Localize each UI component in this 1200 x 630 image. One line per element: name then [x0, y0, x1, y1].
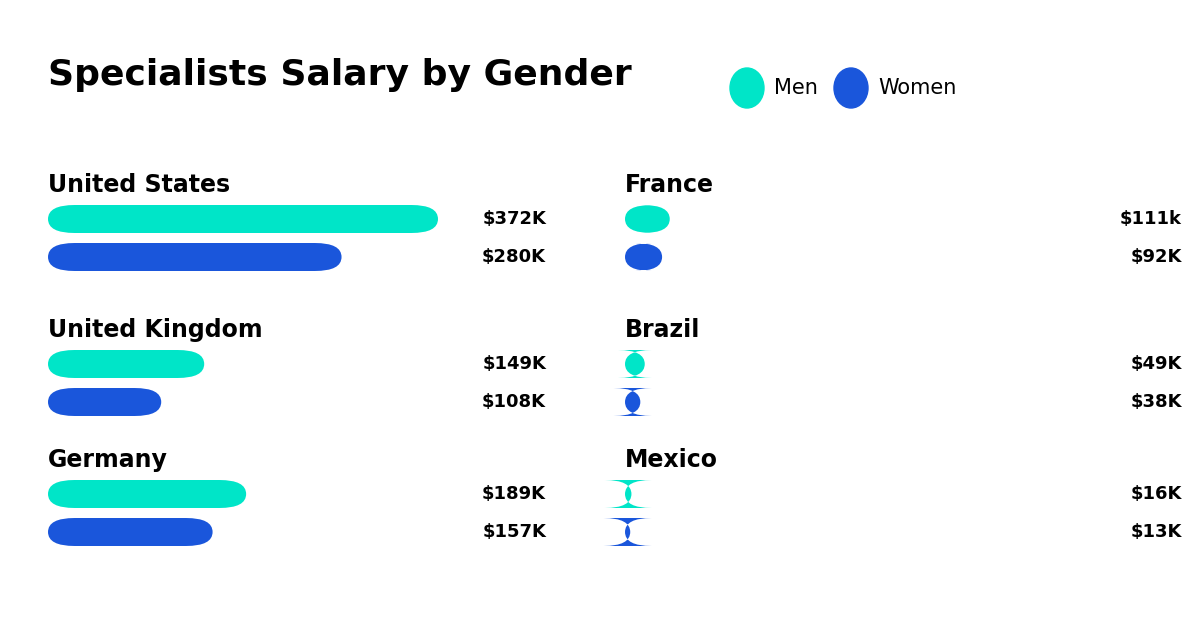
Text: $13K: $13K	[1130, 523, 1182, 541]
FancyBboxPatch shape	[48, 205, 438, 233]
Text: $16K: $16K	[1130, 485, 1182, 503]
Text: $108K: $108K	[482, 393, 546, 411]
FancyBboxPatch shape	[625, 205, 670, 233]
FancyBboxPatch shape	[618, 350, 652, 378]
Text: Specialists Salary by Gender: Specialists Salary by Gender	[48, 58, 631, 92]
Text: United States: United States	[48, 173, 230, 197]
Text: United Kingdom: United Kingdom	[48, 318, 263, 342]
Text: $149K: $149K	[482, 355, 546, 373]
FancyBboxPatch shape	[48, 388, 161, 416]
Ellipse shape	[834, 68, 868, 108]
FancyBboxPatch shape	[605, 480, 652, 508]
Text: $157K: $157K	[482, 523, 546, 541]
Text: Women: Women	[878, 78, 956, 98]
FancyBboxPatch shape	[613, 388, 652, 416]
Text: France: France	[625, 173, 714, 197]
Text: $280K: $280K	[482, 248, 546, 266]
Text: $189K: $189K	[482, 485, 546, 503]
FancyBboxPatch shape	[48, 518, 212, 546]
FancyBboxPatch shape	[48, 480, 246, 508]
FancyBboxPatch shape	[48, 243, 342, 271]
Text: $92K: $92K	[1130, 248, 1182, 266]
FancyBboxPatch shape	[604, 518, 652, 546]
FancyBboxPatch shape	[48, 350, 204, 378]
Text: $38K: $38K	[1130, 393, 1182, 411]
FancyBboxPatch shape	[625, 243, 662, 271]
Text: Germany: Germany	[48, 448, 168, 472]
Text: $111k: $111k	[1120, 210, 1182, 228]
Ellipse shape	[730, 68, 764, 108]
Text: $372K: $372K	[482, 210, 546, 228]
Text: Mexico: Mexico	[625, 448, 718, 472]
Text: Men: Men	[774, 78, 818, 98]
Text: Brazil: Brazil	[625, 318, 701, 342]
Text: $49K: $49K	[1130, 355, 1182, 373]
